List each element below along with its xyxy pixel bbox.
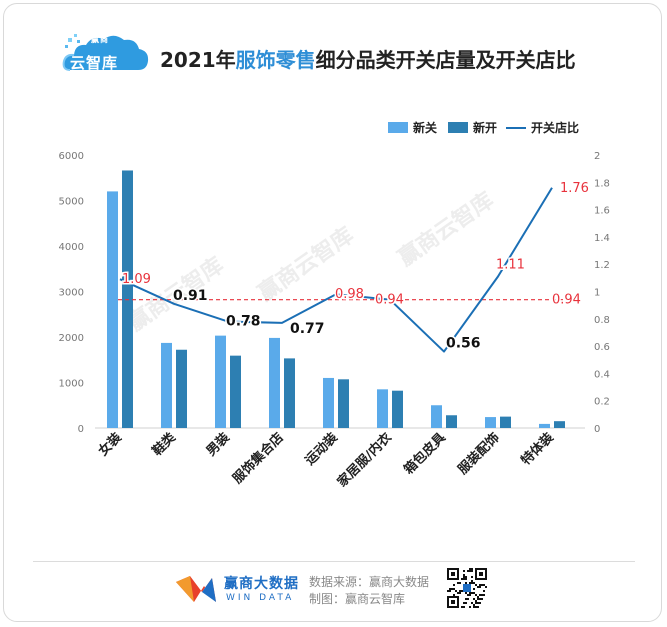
x-category-label: 箱包皮具: [401, 430, 449, 478]
bar-close: [107, 191, 118, 428]
footer-brand-en: WIN DATA: [226, 593, 295, 603]
legend-label-open: 新开: [473, 121, 498, 135]
x-category-label: 女装: [95, 430, 125, 460]
average-label: 0.94: [552, 293, 581, 308]
y-left-tick-label: 4000: [59, 242, 84, 253]
windata-logo-icon: [176, 576, 216, 602]
x-category-label: 运动装: [302, 430, 341, 469]
y-right-tick-label: 1.8: [594, 178, 610, 189]
x-category-label: 男装: [203, 430, 233, 460]
y-left-tick-label: 6000: [59, 151, 84, 162]
y-right-tick-label: 1.4: [594, 233, 610, 244]
title-highlight: 服饰零售: [235, 48, 316, 72]
bar-open: [230, 355, 241, 428]
bar-close: [269, 337, 280, 428]
bar-open: [338, 379, 349, 428]
ratio-line: [119, 187, 553, 353]
y-right-tick-label: 0.4: [594, 369, 610, 380]
bar-close: [431, 405, 442, 428]
x-category-label: 服装配饰: [455, 430, 503, 478]
ratio-label: 0.78: [226, 314, 261, 330]
bar-close: [377, 389, 388, 428]
y-right-tick-label: 0.6: [594, 342, 610, 353]
footer-source: 数据来源：赢商大数据 制图：赢商云智库: [309, 574, 429, 608]
logo-top-text: 赢商: [91, 35, 109, 44]
bar-open: [176, 349, 187, 428]
ratio-label: 1.09: [122, 272, 151, 287]
x-category-label: 鞋类: [149, 429, 179, 459]
ratio-label: 1.11: [496, 257, 525, 272]
y-left-tick-label: 2000: [59, 333, 84, 344]
y-right-tick-label: 0.2: [594, 397, 610, 408]
legend-swatch-ratio: [506, 126, 526, 129]
y-left-tick-label: 3000: [59, 288, 84, 299]
y-left-tick-label: 1000: [59, 379, 84, 390]
legend-swatch-open: [448, 122, 468, 133]
footer-brand: 赢商大数据: [224, 576, 299, 592]
legend-label-ratio: 开关店比: [531, 121, 580, 135]
bar-open: [392, 390, 403, 428]
x-category-label: 特体装: [518, 430, 557, 469]
ratio-label: 1.76: [560, 181, 589, 196]
bar-open: [446, 415, 457, 428]
x-category-label: 家居服/内衣: [334, 430, 395, 491]
chart-title: 2021年服饰零售细分品类开关店量及开关店比: [160, 44, 576, 73]
ratio-label: 0.56: [446, 336, 481, 352]
bar-close: [485, 417, 496, 428]
y-right-tick-label: 0.8: [594, 315, 610, 326]
qr-code-icon: [447, 568, 487, 608]
y-left-tick-label: 5000: [59, 197, 84, 208]
cloud-logo-icon: [62, 34, 149, 71]
title-suffix: 细分品类开关店量及开关店比: [315, 48, 576, 72]
bar-close: [323, 377, 334, 428]
source-line: 数据来源：赢商大数据: [309, 575, 430, 589]
logo-bottom-text: 云智库: [70, 54, 119, 72]
ratio-label: 0.98: [335, 287, 364, 302]
bar-open: [500, 416, 511, 428]
y-right-tick-label: 1.6: [594, 206, 610, 217]
y-right-tick-label: 0: [594, 424, 600, 435]
y-left-tick-label: 0: [78, 424, 84, 435]
watermark-text: 赢商云智库: [393, 187, 498, 271]
legend-item-open: 新开: [448, 119, 497, 136]
ratio-label: 0.91: [173, 288, 208, 304]
legend-item-ratio: 开关店比: [506, 119, 579, 136]
bar-close: [215, 335, 226, 428]
bar-open: [554, 421, 565, 428]
legend-item-close: 新关: [388, 119, 437, 136]
maker-line: 制图：赢商云智库: [309, 592, 406, 606]
legend-swatch-close: [388, 122, 408, 133]
footer-divider: [33, 561, 635, 562]
y-right-tick-label: 1: [594, 288, 600, 299]
legend-label-close: 新关: [413, 121, 438, 135]
ratio-label: 0.77: [290, 321, 325, 337]
yunzhiku-logo: 赢商 云智库: [62, 30, 150, 76]
y-right-tick-label: 2: [594, 151, 600, 162]
bar-close: [161, 342, 172, 428]
x-category-label: 服饰集合店: [230, 430, 287, 487]
bar-open: [284, 358, 295, 428]
title-prefix: 2021年: [160, 48, 236, 72]
bar-close: [539, 423, 550, 428]
ratio-label: 0.94: [375, 293, 404, 308]
y-right-tick-label: 1.2: [594, 260, 610, 271]
